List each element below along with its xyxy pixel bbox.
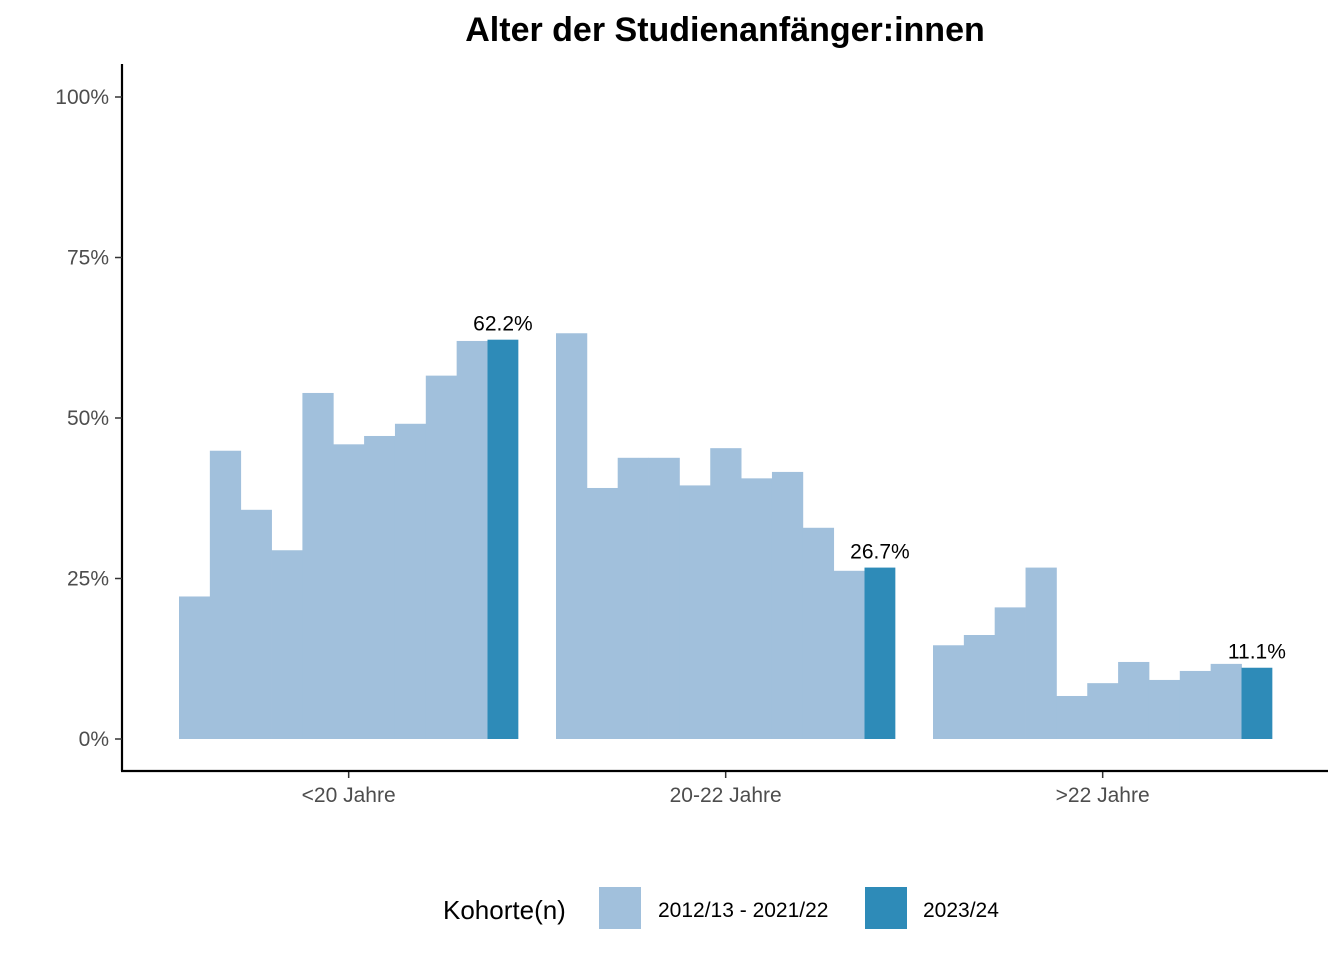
bar-history (710, 448, 742, 739)
bar-history (456, 340, 488, 739)
bar-current (864, 567, 896, 739)
data-labels-group: 62.2% 26.7% 11.1% (473, 313, 1286, 664)
y-tick-label: 100% (55, 86, 109, 109)
bar-history (1210, 663, 1242, 739)
bar-current (487, 339, 519, 739)
legend-label-current: 2023/24 (923, 899, 999, 922)
bar-history (394, 423, 427, 739)
legend: Kohorte(n) 2012/13 - 2021/22 2023/24 (443, 887, 999, 929)
chart-title: Alter der Studienanfänger:innen (465, 11, 985, 49)
y-tick-label: 25% (67, 568, 109, 591)
bar-history (771, 471, 804, 739)
bar-history (556, 333, 588, 739)
bar-history (425, 375, 458, 739)
x-tick-label: <20 Jahre (302, 784, 396, 807)
y-tick-label: 0% (79, 728, 109, 751)
data-label: 11.1% (1228, 641, 1286, 664)
bar-history (933, 645, 965, 739)
y-tick-label: 75% (67, 247, 109, 270)
bar-history (586, 487, 619, 739)
bar-history (179, 596, 211, 739)
axes-group: <20 Jahre 20-22 Jahre >22 Jahre 0% 25% 50% 75%… (55, 64, 1328, 807)
bar-history (1118, 661, 1150, 739)
bar-current (1241, 667, 1273, 739)
bar-history (1087, 683, 1119, 739)
legend-title: Kohorte(n) (443, 895, 566, 925)
bar-history (1056, 695, 1088, 739)
bar-history (617, 457, 649, 739)
bar-history (963, 635, 996, 739)
bar-history (209, 450, 242, 739)
legend-swatch-history (599, 887, 641, 929)
bar-history (364, 435, 396, 739)
bar-history (648, 457, 680, 739)
bar-history (994, 607, 1026, 739)
bar-history (833, 570, 865, 739)
legend-swatch-current (865, 887, 907, 929)
bar-history (240, 509, 272, 739)
bar-history (741, 478, 773, 739)
x-tick-label: 20-22 Jahre (670, 784, 782, 807)
x-tick-label: >22 Jahre (1056, 784, 1150, 807)
bar-history (302, 392, 334, 739)
bar-history (1148, 679, 1181, 739)
bars-group (179, 333, 1273, 739)
data-label: 26.7% (850, 541, 910, 564)
bar-history (802, 527, 835, 739)
legend-label-history: 2012/13 - 2021/22 (658, 899, 828, 922)
bar-history (1025, 567, 1057, 739)
y-tick-label: 50% (67, 407, 109, 430)
bar-history (1179, 670, 1212, 739)
bar-history (679, 485, 711, 739)
data-label: 62.2% (473, 313, 533, 336)
bar-history (333, 444, 365, 739)
bar-history (271, 550, 303, 739)
